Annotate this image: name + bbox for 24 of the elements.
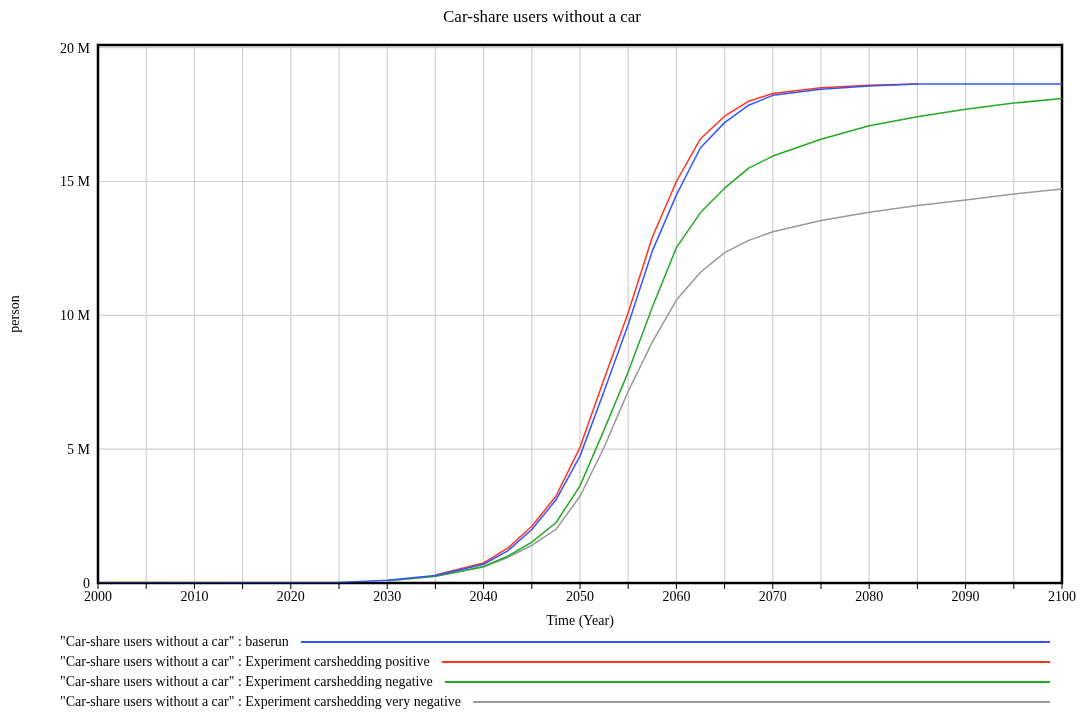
x-axis-title: Time (Year) xyxy=(546,613,615,629)
y-axis-title: person xyxy=(6,295,22,333)
y-tick-label: 10 M xyxy=(60,308,91,324)
x-tick-label: 2080 xyxy=(855,588,884,604)
x-tick-label: 2050 xyxy=(566,588,594,604)
x-tick-label: 2040 xyxy=(469,588,498,604)
x-tick-label: 2090 xyxy=(951,588,980,604)
chart-title: Car-share users without a car xyxy=(443,7,642,26)
legend-label: "Car-share users without a car" : Experiment carshedding very negative xyxy=(60,693,462,710)
legend-label: "Car-share users without a car" : baserun xyxy=(60,633,289,650)
y-tick-label: 0 xyxy=(83,575,90,591)
legend-label: "Car-share users without a car" : Experiment carshedding positive xyxy=(60,653,430,670)
x-tick-label: 2030 xyxy=(373,588,402,604)
y-tick-label: 20 M xyxy=(60,40,91,56)
x-tick-label: 2020 xyxy=(276,588,305,604)
x-tick-label: 2010 xyxy=(180,588,209,604)
legend-label: "Car-share users without a car" : Experiment carshedding negative xyxy=(60,673,433,690)
x-tick-label: 2070 xyxy=(758,588,787,604)
y-tick-label: 5 M xyxy=(67,442,91,458)
x-tick-label: 2000 xyxy=(84,588,112,604)
line-series xyxy=(386,97,1062,582)
y-tick-label: 15 M xyxy=(60,174,91,190)
x-tick-label: 2060 xyxy=(662,588,691,604)
x-tick-label: 2100 xyxy=(1048,588,1076,604)
